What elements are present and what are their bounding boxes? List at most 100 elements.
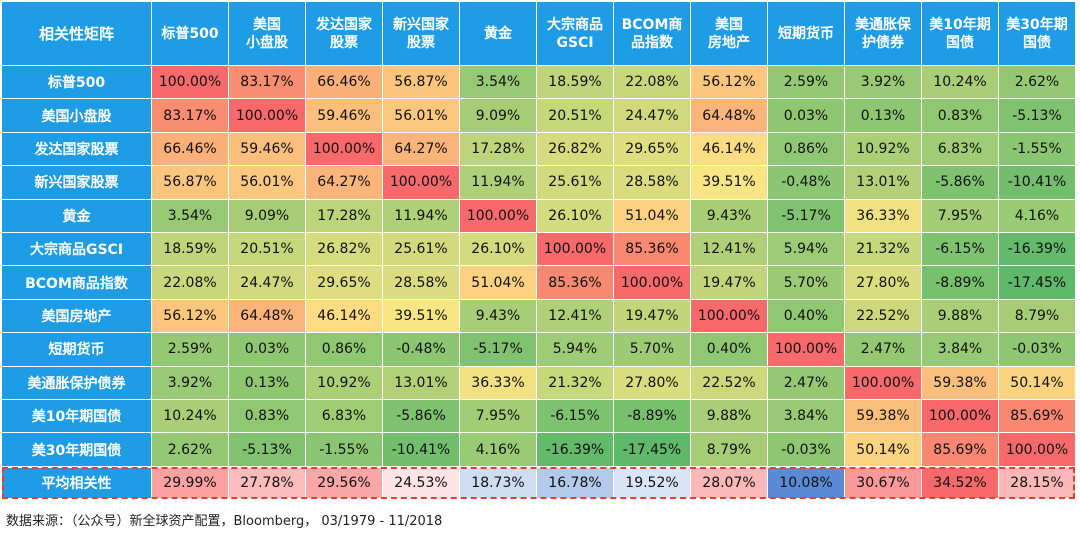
heatmap-cell: 64.27% xyxy=(383,132,460,167)
heatmap-cell: 10.24% xyxy=(152,400,229,434)
heatmap-cell: 100.00% xyxy=(691,299,768,334)
heatmap-cell: -1.55% xyxy=(999,132,1076,167)
average-cell: 18.73% xyxy=(460,468,537,499)
heatmap-cell: 2.62% xyxy=(152,433,229,467)
heatmap-cell: 0.40% xyxy=(691,333,768,367)
heatmap-cell: 0.83% xyxy=(922,99,999,133)
heatmap-cell: 39.51% xyxy=(383,299,460,334)
heatmap-cell: 13.01% xyxy=(845,166,922,200)
heatmap-cell: 59.46% xyxy=(306,99,383,133)
source-note: 数据来源：（公众号）新全球资产配置，Bloomberg， 03/1979 - 1… xyxy=(6,514,443,529)
heatmap-cell: 27.80% xyxy=(614,366,691,400)
heatmap-cell: 83.17% xyxy=(152,99,229,133)
heatmap-cell: -8.89% xyxy=(922,266,999,300)
heatmap-cell: 50.14% xyxy=(845,433,922,467)
heatmap-cell: 100.00% xyxy=(229,99,306,133)
heatmap-cell: 100.00% xyxy=(845,366,922,400)
average-cell: 29.56% xyxy=(306,468,383,499)
column-header: 美国 房地产 xyxy=(691,2,768,66)
heatmap-cell: 56.87% xyxy=(383,66,460,100)
heatmap-cell: 5.94% xyxy=(537,333,614,367)
row-header: 短期货币 xyxy=(2,333,152,367)
heatmap-cell: 19.47% xyxy=(691,266,768,300)
heatmap-cell: -1.55% xyxy=(306,433,383,467)
column-header: 发达国家 股票 xyxy=(306,2,383,66)
column-header: 新兴国家 股票 xyxy=(383,2,460,66)
heatmap-cell: 7.95% xyxy=(922,199,999,233)
heatmap-cell: 85.36% xyxy=(614,233,691,267)
heatmap-cell: -5.13% xyxy=(999,99,1076,133)
heatmap-cell: 17.28% xyxy=(306,199,383,233)
heatmap-cell: 0.86% xyxy=(768,132,845,167)
heatmap-cell: 11.94% xyxy=(383,199,460,233)
heatmap-cell: 21.32% xyxy=(845,233,922,267)
heatmap-cell: 3.54% xyxy=(460,66,537,100)
column-header: BCOM商 品指数 xyxy=(614,2,691,66)
heatmap-cell: 9.09% xyxy=(460,99,537,133)
heatmap-cell: 20.51% xyxy=(229,233,306,267)
heatmap-cell: 2.59% xyxy=(152,333,229,367)
heatmap-cell: 100.00% xyxy=(768,333,845,367)
heatmap-cell: 0.03% xyxy=(768,99,845,133)
heatmap-cell: 100.00% xyxy=(614,266,691,300)
heatmap-cell: -0.03% xyxy=(768,433,845,467)
column-header: 短期货币 xyxy=(768,2,845,66)
heatmap-cell: 9.88% xyxy=(922,299,999,334)
heatmap-cell: 27.80% xyxy=(845,266,922,300)
heatmap-cell: 59.46% xyxy=(229,132,306,167)
average-cell: 24.53% xyxy=(383,468,460,499)
heatmap-cell: 5.94% xyxy=(768,233,845,267)
heatmap-cell: 25.61% xyxy=(383,233,460,267)
heatmap-cell: 64.48% xyxy=(691,99,768,133)
row-header: 美30年期国债 xyxy=(2,433,152,467)
heatmap-cell: -0.48% xyxy=(383,333,460,367)
column-header: 黄金 xyxy=(460,2,537,66)
heatmap-cell: 9.09% xyxy=(229,199,306,233)
heatmap-cell: 4.16% xyxy=(999,199,1076,233)
heatmap-cell: 100.00% xyxy=(922,400,999,434)
heatmap-cell: 29.65% xyxy=(614,132,691,167)
heatmap-cell: -5.13% xyxy=(229,433,306,467)
heatmap-cell: -5.17% xyxy=(460,333,537,367)
row-header: BCOM商品指数 xyxy=(2,266,152,300)
heatmap-cell: 100.00% xyxy=(460,199,537,233)
heatmap-cell: 2.47% xyxy=(768,366,845,400)
heatmap-cell: 26.82% xyxy=(306,233,383,267)
heatmap-cell: 19.47% xyxy=(614,299,691,334)
heatmap-cell: 4.16% xyxy=(460,433,537,467)
heatmap-cell: -16.39% xyxy=(999,233,1076,267)
row-header: 标普500 xyxy=(2,66,152,100)
heatmap-cell: 13.01% xyxy=(383,366,460,400)
heatmap-cell: 10.92% xyxy=(306,366,383,400)
heatmap-cell: 5.70% xyxy=(768,266,845,300)
heatmap-cell: -8.89% xyxy=(614,400,691,434)
matrix-corner-label: 相关性矩阵 xyxy=(2,2,152,66)
heatmap-cell: 8.79% xyxy=(691,433,768,467)
average-cell: 10.08% xyxy=(768,468,845,499)
heatmap-cell: 6.83% xyxy=(922,132,999,167)
heatmap-cell: 18.59% xyxy=(537,66,614,100)
heatmap-cell: 85.69% xyxy=(999,400,1076,434)
heatmap-cell: 36.33% xyxy=(460,366,537,400)
average-cell: 16.78% xyxy=(537,468,614,499)
column-header: 美30年期 国债 xyxy=(999,2,1076,66)
heatmap-cell: 2.62% xyxy=(999,66,1076,100)
column-header: 美10年期 国债 xyxy=(922,2,999,66)
row-header: 大宗商品GSCI xyxy=(2,233,152,267)
heatmap-cell: 25.61% xyxy=(537,166,614,200)
heatmap-cell: -0.48% xyxy=(768,166,845,200)
heatmap-cell: 10.92% xyxy=(845,132,922,167)
heatmap-cell: 50.14% xyxy=(999,366,1076,400)
heatmap-cell: 9.43% xyxy=(460,299,537,334)
heatmap-cell: -6.15% xyxy=(537,400,614,434)
heatmap-cell: 3.54% xyxy=(152,199,229,233)
heatmap-cell: 100.00% xyxy=(999,433,1076,467)
heatmap-cell: 7.95% xyxy=(460,400,537,434)
row-header: 美国小盘股 xyxy=(2,99,152,133)
row-header: 美国房地产 xyxy=(2,299,152,334)
heatmap-cell: 64.48% xyxy=(229,299,306,334)
heatmap-cell: -5.86% xyxy=(383,400,460,434)
heatmap-cell: 100.00% xyxy=(537,233,614,267)
heatmap-cell: 56.01% xyxy=(383,99,460,133)
